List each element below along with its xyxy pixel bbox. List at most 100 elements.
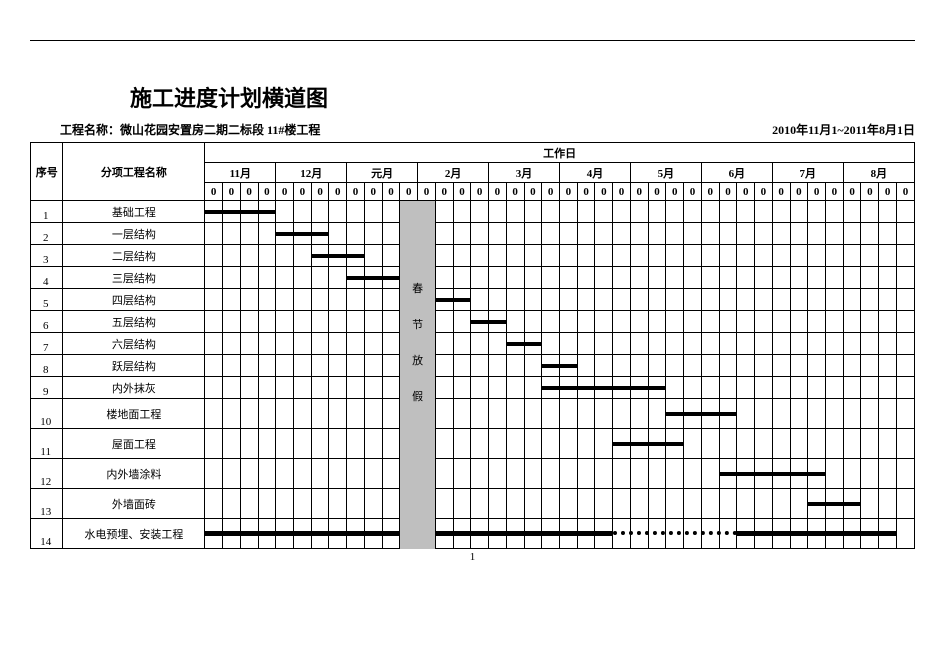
grid-cell — [896, 289, 914, 311]
grid-cell — [524, 355, 542, 377]
grid-cell — [240, 489, 258, 519]
grid-cell — [240, 377, 258, 399]
grid-cell — [205, 429, 223, 459]
grid-cell — [293, 355, 311, 377]
grid-cell — [701, 311, 719, 333]
gantt-bar — [435, 298, 470, 302]
grid-cell — [489, 489, 507, 519]
grid-cell — [843, 201, 861, 223]
grid-cell — [755, 333, 773, 355]
grid-cell — [311, 399, 329, 429]
grid-cell — [489, 201, 507, 223]
grid-cell — [311, 267, 329, 289]
seq-cell: 10 — [31, 399, 63, 429]
grid-cell — [630, 223, 648, 245]
grid-cell — [755, 311, 773, 333]
gantt-bar — [506, 342, 541, 346]
grid-cell — [879, 355, 897, 377]
table-row: 10楼地面工程 — [31, 399, 915, 429]
grid-cell — [772, 201, 790, 223]
month-header-0: 11月 — [205, 163, 276, 183]
grid-cell — [435, 333, 453, 355]
grid-cell — [613, 489, 631, 519]
grid-cell — [364, 223, 382, 245]
task-name: 一层结构 — [63, 223, 205, 245]
grid-cell — [524, 377, 542, 399]
grid-cell — [453, 245, 471, 267]
grid-cell — [630, 399, 648, 429]
grid-cell — [205, 267, 223, 289]
grid-cell — [559, 201, 577, 223]
date-range: 2010年11月1~2011年8月1日 — [772, 121, 915, 138]
grid-cell — [489, 223, 507, 245]
grid-cell — [435, 355, 453, 377]
grid-cell — [223, 267, 241, 289]
grid-cell — [684, 333, 702, 355]
grid-cell — [666, 459, 684, 489]
grid-cell — [666, 245, 684, 267]
grid-cell — [418, 267, 436, 289]
grid-cell — [276, 311, 294, 333]
grid-cell — [506, 311, 524, 333]
grid-cell — [896, 201, 914, 223]
grid-cell — [595, 267, 613, 289]
grid-cell — [790, 245, 808, 267]
grid-cell — [808, 267, 826, 289]
seq-cell: 2 — [31, 223, 63, 245]
grid-cell — [755, 377, 773, 399]
grid-cell — [311, 459, 329, 489]
seq-cell: 11 — [31, 429, 63, 459]
gantt-bar — [542, 364, 577, 368]
grid-cell — [772, 355, 790, 377]
grid-cell — [896, 399, 914, 429]
grid-cell — [861, 429, 879, 459]
grid-cell — [648, 399, 666, 429]
grid-cell — [418, 399, 436, 429]
grid-cell — [559, 399, 577, 429]
grid-cell — [524, 245, 542, 267]
grid-cell — [453, 333, 471, 355]
grid-cell — [737, 333, 755, 355]
grid-cell — [400, 377, 418, 399]
grid-cell — [453, 311, 471, 333]
grid-cell — [630, 459, 648, 489]
grid-cell — [400, 355, 418, 377]
day-header: 0 — [240, 183, 258, 201]
grid-cell — [542, 245, 560, 267]
grid-cell — [843, 311, 861, 333]
grid-cell — [879, 223, 897, 245]
grid-cell — [240, 399, 258, 429]
day-header: 0 — [542, 183, 560, 201]
grid-cell — [896, 519, 914, 549]
grid-cell — [506, 399, 524, 429]
grid-cell — [843, 223, 861, 245]
grid-cell — [347, 311, 365, 333]
grid-cell — [382, 289, 400, 311]
grid-cell — [364, 355, 382, 377]
grid-cell — [843, 429, 861, 459]
day-header: 0 — [453, 183, 471, 201]
grid-cell — [737, 399, 755, 429]
grid-cell — [453, 489, 471, 519]
grid-cell — [701, 267, 719, 289]
grid-cell — [205, 223, 223, 245]
grid-cell — [347, 201, 365, 223]
grid-cell — [205, 399, 223, 429]
grid-cell — [630, 289, 648, 311]
task-name: 五层结构 — [63, 311, 205, 333]
grid-cell — [755, 245, 773, 267]
grid-cell — [630, 311, 648, 333]
day-header: 0 — [772, 183, 790, 201]
grid-cell — [364, 245, 382, 267]
grid-cell — [506, 289, 524, 311]
grid-cell — [258, 377, 276, 399]
grid-cell — [790, 289, 808, 311]
grid-cell — [240, 311, 258, 333]
day-header: 0 — [559, 183, 577, 201]
grid-cell — [843, 333, 861, 355]
grid-cell — [347, 223, 365, 245]
grid-cell — [418, 377, 436, 399]
grid-cell — [684, 267, 702, 289]
grid-cell — [595, 201, 613, 223]
table-row: 9内外抹灰 — [31, 377, 915, 399]
